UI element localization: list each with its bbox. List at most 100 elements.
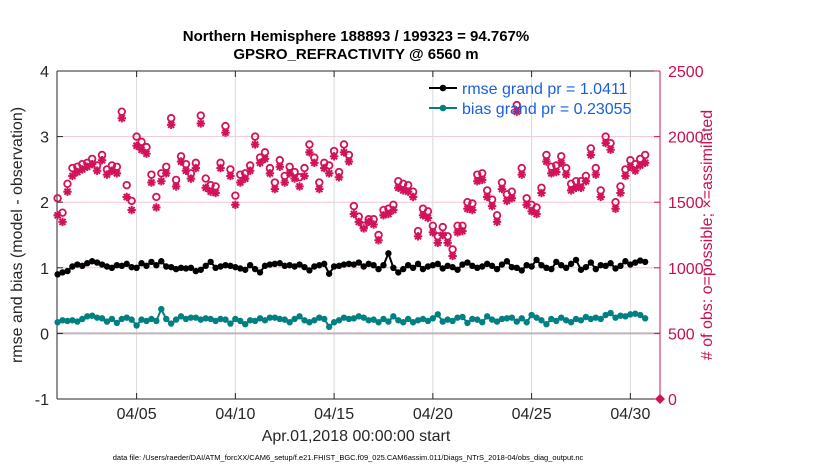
asterisk-stroke <box>127 206 136 214</box>
asterisk-stroke <box>137 145 146 154</box>
bias-point <box>523 319 530 326</box>
obs-possible-point <box>438 222 447 232</box>
bias-point <box>479 319 486 326</box>
obs-assimilated-point <box>211 188 220 198</box>
asterisk-stroke <box>241 174 249 183</box>
asterisk-stroke <box>63 187 72 196</box>
rmse-point <box>464 259 471 266</box>
rmse-point <box>558 261 565 269</box>
obs-assimilated-point <box>221 128 230 137</box>
obs-assimilated-point <box>171 182 181 191</box>
obs-series <box>53 100 650 261</box>
rmse-point <box>301 263 308 271</box>
asterisk-stroke <box>508 194 516 202</box>
obs-possible-point <box>300 163 309 173</box>
bias-point <box>261 317 269 324</box>
axes <box>56 70 665 404</box>
rmse-point <box>345 260 353 268</box>
asterisk-stroke <box>532 210 541 218</box>
asterisk-stroke <box>251 140 259 149</box>
bias-point <box>187 314 195 321</box>
rmse-point <box>325 270 333 277</box>
obs-assimilated-point <box>507 194 517 203</box>
x-tick-label: 04/05 <box>117 406 157 423</box>
obs-assimilated-point <box>166 120 176 129</box>
bias-point <box>567 319 575 326</box>
obs-assimilated-point <box>349 209 359 219</box>
bias-point <box>493 318 501 325</box>
obs-assimilated-point <box>152 203 161 212</box>
rmse-point <box>242 266 249 273</box>
obs-possible-point <box>127 196 136 206</box>
rmse-point <box>587 259 595 266</box>
rmse-point <box>414 260 422 268</box>
rmse-point <box>182 265 190 272</box>
bias-point <box>182 315 190 323</box>
rmse-point <box>217 263 224 270</box>
obs-assimilated-point <box>300 171 309 181</box>
asterisk-stroke <box>542 157 551 166</box>
rmse-point <box>286 261 293 269</box>
rmse-point <box>330 263 338 270</box>
rmse-point <box>222 261 229 269</box>
asterisk-stroke <box>330 152 338 161</box>
bias-point <box>572 315 580 323</box>
bias-point <box>400 319 407 326</box>
bias-point <box>488 316 496 323</box>
bias-point <box>375 319 382 326</box>
rmse-point <box>256 269 264 276</box>
asterisk-stroke <box>621 172 630 180</box>
bias-point <box>641 315 649 322</box>
obs-possible-point <box>497 178 507 187</box>
obs-assimilated-point <box>389 205 398 215</box>
asterisk-stroke <box>261 155 269 163</box>
asterisk-stroke <box>517 170 526 179</box>
bias-point <box>321 315 328 323</box>
obs-assimilated-point <box>295 182 304 191</box>
bias-point <box>217 315 224 323</box>
obs-assimilated-point <box>403 187 413 196</box>
obs-assimilated-point <box>78 165 87 174</box>
bias-point <box>325 323 333 331</box>
obs-assimilated-point <box>537 188 546 198</box>
asterisk-stroke <box>606 145 615 154</box>
asterisk-stroke <box>443 239 452 247</box>
asterisk-stroke <box>369 220 378 229</box>
bias-point <box>64 317 71 325</box>
asterisk-stroke <box>641 159 649 167</box>
rmse-point <box>153 261 160 269</box>
bias-point <box>429 315 437 322</box>
rmse-point <box>562 264 570 271</box>
asterisk-stroke <box>118 114 126 122</box>
asterisk-stroke <box>463 205 472 213</box>
rmse-point <box>528 263 535 270</box>
rmse-point <box>237 265 244 272</box>
rmse-point <box>375 265 382 273</box>
bias-point <box>148 315 155 323</box>
y2-tick-label: 1000 <box>668 261 704 278</box>
obs-possible-point <box>231 191 240 200</box>
asterisk-stroke <box>419 211 427 220</box>
obs-assimilated-point <box>517 170 526 179</box>
obs-possible-point <box>117 107 126 116</box>
obs-assimilated-point <box>438 230 447 240</box>
obs-assimilated-point <box>413 232 423 241</box>
bias-point <box>113 319 121 327</box>
bias-point <box>612 314 619 321</box>
obs-assimilated-point <box>359 224 368 233</box>
rmse-point <box>543 264 550 271</box>
bias-point <box>390 313 397 320</box>
bias-point <box>365 317 372 324</box>
asterisk-stroke <box>374 236 383 244</box>
bias-point <box>232 315 239 323</box>
rmse-point <box>59 269 66 276</box>
bias-point <box>237 317 244 325</box>
rmse-point <box>632 259 639 266</box>
legend-rmse-marker <box>439 84 447 92</box>
obs-assimilated-point <box>576 183 586 192</box>
rmse-point <box>350 261 358 268</box>
asterisk-stroke <box>295 182 304 191</box>
rmse-point <box>74 261 81 268</box>
obs-assimilated-point <box>226 171 235 181</box>
bias-point <box>592 314 599 321</box>
